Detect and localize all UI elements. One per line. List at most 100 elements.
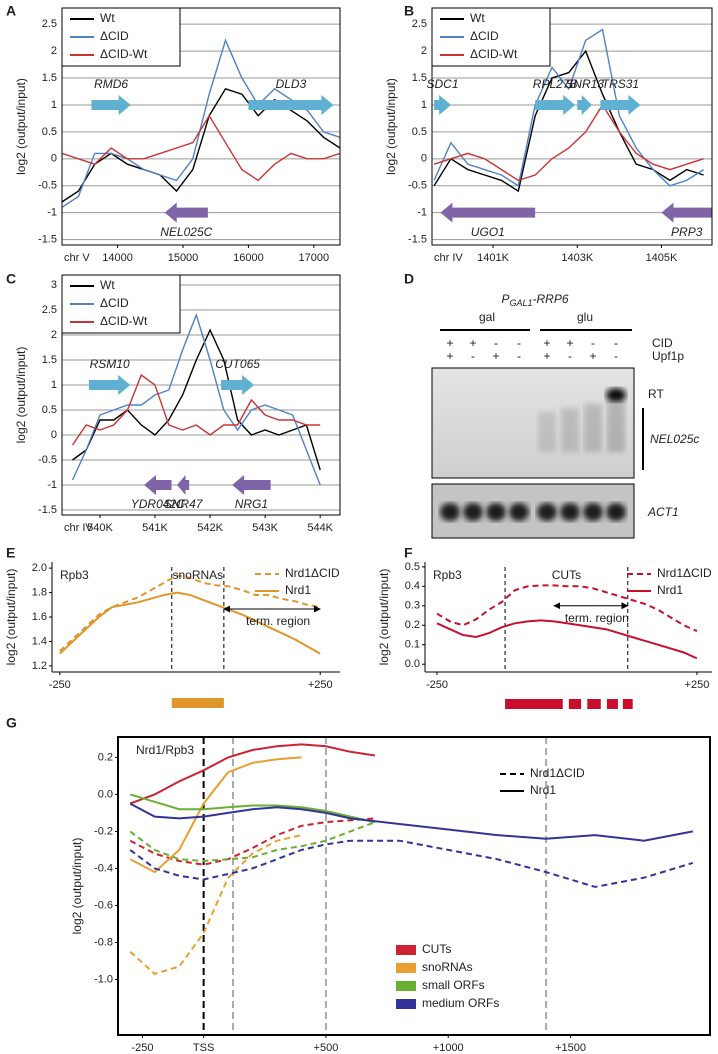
y-tick-label: -1 (47, 479, 57, 491)
band-label: NEL025c (650, 432, 699, 446)
legend-label: Nrd1 (657, 583, 683, 597)
y-tick-label: -1.0 (94, 973, 113, 985)
x-tick-label: +250 (308, 679, 333, 691)
feature-bar (505, 699, 563, 709)
y-tick-label: 2 (421, 45, 427, 57)
x-tick-label: -250 (49, 679, 71, 691)
series-line (129, 834, 302, 976)
x-tick-label: +250 (685, 679, 710, 691)
y-tick-label: 0.3 (405, 600, 420, 612)
panel-letter: B (404, 3, 414, 19)
series-line (433, 103, 704, 182)
lane-sign: + (446, 336, 453, 350)
series-line (62, 114, 340, 182)
y-axis-label: log2 (output/input) (14, 78, 28, 175)
y-tick-label: 2 (51, 329, 57, 341)
y-tick-label: 2.5 (412, 18, 427, 30)
panel-letter: A (6, 3, 16, 19)
series-line (433, 28, 704, 187)
gene-label: SNR47 (164, 497, 204, 511)
gene-arrow (164, 202, 208, 223)
legend-label: ΔCID-Wt (100, 47, 148, 61)
x-tick-label: 541K (142, 522, 168, 534)
y-tick-label: 0.2 (98, 751, 113, 763)
series-line (129, 743, 376, 805)
panel-letter: C (6, 271, 16, 287)
legend-swatch (396, 945, 416, 955)
smear (584, 404, 602, 452)
x-tick-label: 16000 (233, 252, 264, 264)
region-label: snoRNAs (172, 568, 223, 582)
lane-sign: - (591, 336, 595, 350)
series-line (62, 87, 340, 203)
series-line (59, 591, 321, 655)
x-tick-label: 544K (307, 522, 333, 534)
band (463, 503, 483, 521)
series-line (72, 328, 321, 471)
x-tick-label: 14000 (102, 252, 133, 264)
x-tick-label: 1401K (477, 252, 509, 264)
panel-letter: G (6, 715, 17, 731)
y-tick-label: 0.5 (42, 404, 57, 416)
lane-sign: + (543, 336, 550, 350)
legend-label: Nrd1 (530, 783, 556, 797)
y-axis-label: log2 (output/input) (70, 838, 84, 935)
lane-sign: - (614, 349, 618, 363)
gel (431, 483, 635, 539)
row-label: CID (652, 336, 673, 350)
y-tick-label: 1.5 (412, 72, 427, 84)
x-tick-label: +1500 (555, 1042, 586, 1054)
gene-label: NEL025C (160, 225, 212, 239)
series-line (129, 821, 376, 863)
lane-sign: + (543, 349, 550, 363)
lane-sign: - (614, 336, 618, 350)
series-line (433, 49, 704, 193)
legend-label: Nrd1ΔCID (285, 566, 340, 580)
y-tick-label: -0.5 (408, 180, 427, 192)
plot-frame (117, 736, 711, 1036)
y-tick-label: 1.5 (42, 72, 57, 84)
band (440, 503, 460, 521)
gene-arrow (177, 475, 190, 495)
title-part: P (501, 292, 509, 306)
gene-arrow (248, 94, 334, 115)
feature-bar (171, 698, 224, 708)
y-axis-label: log2 (output/input) (377, 569, 391, 666)
y-tick-label: 2.0 (32, 562, 47, 574)
legend-label: snoRNAs (422, 960, 473, 974)
lane-sign: - (568, 349, 572, 363)
y-tick-label: -1.5 (38, 504, 57, 516)
term-label: term. region (565, 611, 629, 625)
x-tick-label: 1405K (646, 252, 678, 264)
gene-arrow (144, 475, 172, 495)
smear (607, 400, 625, 452)
y-axis-label: log2 (output/input) (14, 347, 28, 444)
plot-frame (61, 274, 341, 516)
title-part: -RRP6 (533, 292, 569, 306)
corner-label: Rpb3 (60, 568, 89, 582)
gene-label: YDR042C (131, 497, 185, 511)
y-tick-label: -1 (47, 207, 57, 219)
series-line (436, 584, 698, 633)
gene-arrow (232, 475, 271, 495)
y-tick-label: 3 (51, 279, 57, 291)
legend-label: Nrd1ΔCID (530, 766, 585, 780)
axis-prefix: chr IV (64, 522, 93, 534)
y-tick-label: -0.8 (94, 936, 113, 948)
panel-letter: D (404, 271, 414, 287)
y-tick-label: 0.5 (42, 126, 57, 138)
panel-letter: F (404, 545, 413, 561)
series-line (436, 619, 698, 660)
y-tick-label: 0.1 (405, 639, 420, 651)
x-tick-label: 542K (197, 522, 223, 534)
y-tick-label: -0.4 (94, 862, 113, 874)
gene-arrow (91, 94, 131, 115)
y-tick-label: 2 (51, 45, 57, 57)
y-tick-label: 1 (51, 99, 57, 111)
legend-label: medium ORFs (422, 996, 499, 1010)
band (560, 503, 580, 521)
region-label: CUTs (552, 568, 581, 582)
x-tick-label: 15000 (168, 252, 199, 264)
gene-arrow (577, 94, 592, 115)
